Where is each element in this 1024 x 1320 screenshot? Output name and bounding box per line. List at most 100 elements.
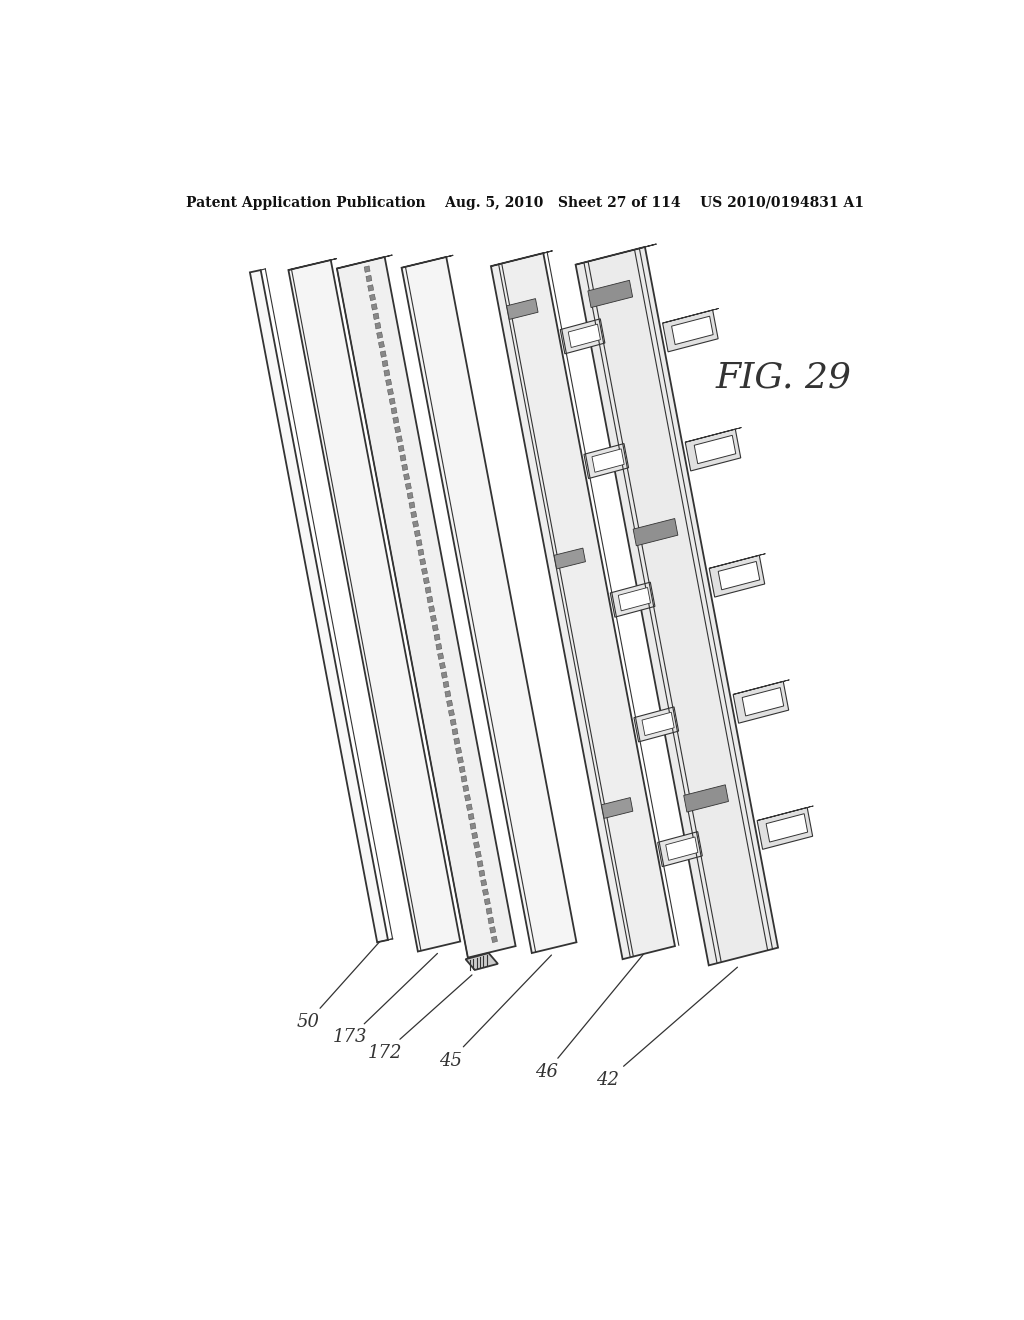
Polygon shape [465, 795, 471, 801]
Polygon shape [250, 271, 388, 942]
Polygon shape [400, 454, 406, 461]
Polygon shape [490, 251, 553, 267]
Polygon shape [449, 710, 455, 715]
Polygon shape [463, 785, 469, 792]
Polygon shape [766, 813, 808, 842]
Polygon shape [672, 317, 713, 345]
Polygon shape [710, 556, 765, 597]
Polygon shape [633, 519, 678, 545]
Polygon shape [429, 606, 435, 612]
Text: 46: 46 [535, 953, 644, 1081]
Polygon shape [420, 558, 426, 565]
Polygon shape [439, 663, 445, 669]
Polygon shape [373, 313, 379, 319]
Polygon shape [484, 899, 490, 906]
Polygon shape [657, 832, 702, 867]
Polygon shape [418, 549, 424, 556]
Polygon shape [379, 342, 384, 348]
Polygon shape [425, 587, 431, 593]
Polygon shape [466, 953, 498, 970]
Polygon shape [289, 260, 460, 952]
Polygon shape [377, 331, 383, 338]
Polygon shape [458, 756, 464, 763]
Polygon shape [459, 766, 465, 772]
Polygon shape [487, 917, 494, 924]
Polygon shape [663, 310, 718, 352]
Polygon shape [375, 322, 381, 329]
Polygon shape [710, 553, 765, 569]
Polygon shape [401, 257, 577, 953]
Polygon shape [490, 253, 675, 960]
Polygon shape [452, 729, 458, 735]
Polygon shape [694, 436, 736, 463]
Polygon shape [394, 426, 400, 433]
Polygon shape [386, 379, 391, 385]
Polygon shape [401, 465, 408, 471]
Polygon shape [568, 325, 600, 347]
Text: 172: 172 [368, 975, 472, 1061]
Polygon shape [436, 643, 442, 649]
Polygon shape [444, 690, 451, 697]
Polygon shape [416, 540, 422, 546]
Polygon shape [685, 428, 741, 442]
Polygon shape [370, 294, 376, 301]
Polygon shape [718, 561, 760, 590]
Polygon shape [451, 719, 457, 726]
Polygon shape [480, 879, 486, 886]
Polygon shape [461, 776, 467, 783]
Polygon shape [403, 474, 410, 480]
Polygon shape [389, 399, 395, 404]
Polygon shape [588, 280, 633, 308]
Text: Patent Application Publication    Aug. 5, 2010   Sheet 27 of 114    US 2010/0194: Patent Application Publication Aug. 5, 2… [185, 197, 864, 210]
Polygon shape [601, 797, 633, 818]
Polygon shape [733, 681, 788, 723]
Polygon shape [470, 822, 476, 829]
Polygon shape [560, 319, 605, 354]
Polygon shape [409, 502, 415, 508]
Polygon shape [482, 888, 488, 895]
Polygon shape [618, 587, 650, 611]
Polygon shape [685, 429, 740, 471]
Polygon shape [610, 582, 655, 618]
Polygon shape [466, 804, 472, 810]
Polygon shape [446, 700, 453, 706]
Polygon shape [592, 449, 625, 473]
Polygon shape [642, 713, 674, 735]
Polygon shape [443, 681, 450, 688]
Text: 45: 45 [438, 956, 552, 1069]
Polygon shape [337, 257, 516, 958]
Polygon shape [398, 445, 404, 451]
Polygon shape [382, 360, 388, 367]
Polygon shape [486, 908, 493, 915]
Polygon shape [584, 444, 629, 479]
Polygon shape [427, 597, 433, 603]
Polygon shape [575, 244, 656, 264]
Polygon shape [492, 936, 498, 942]
Polygon shape [411, 511, 417, 517]
Polygon shape [384, 370, 390, 376]
Polygon shape [507, 298, 538, 319]
Polygon shape [423, 577, 429, 583]
Text: FIG. 29: FIG. 29 [716, 360, 852, 395]
Polygon shape [391, 408, 397, 414]
Polygon shape [393, 417, 398, 424]
Polygon shape [366, 276, 372, 281]
Polygon shape [415, 531, 420, 537]
Text: 50: 50 [296, 940, 381, 1031]
Polygon shape [432, 624, 438, 631]
Polygon shape [401, 255, 454, 268]
Polygon shape [337, 255, 392, 268]
Polygon shape [413, 521, 419, 527]
Polygon shape [437, 653, 443, 660]
Polygon shape [372, 304, 377, 310]
Polygon shape [456, 747, 462, 754]
Polygon shape [634, 708, 679, 742]
Polygon shape [757, 807, 813, 821]
Polygon shape [666, 837, 698, 861]
Polygon shape [479, 870, 485, 876]
Polygon shape [733, 680, 790, 694]
Polygon shape [757, 808, 813, 849]
Polygon shape [554, 548, 586, 569]
Polygon shape [408, 492, 413, 499]
Polygon shape [454, 738, 460, 744]
